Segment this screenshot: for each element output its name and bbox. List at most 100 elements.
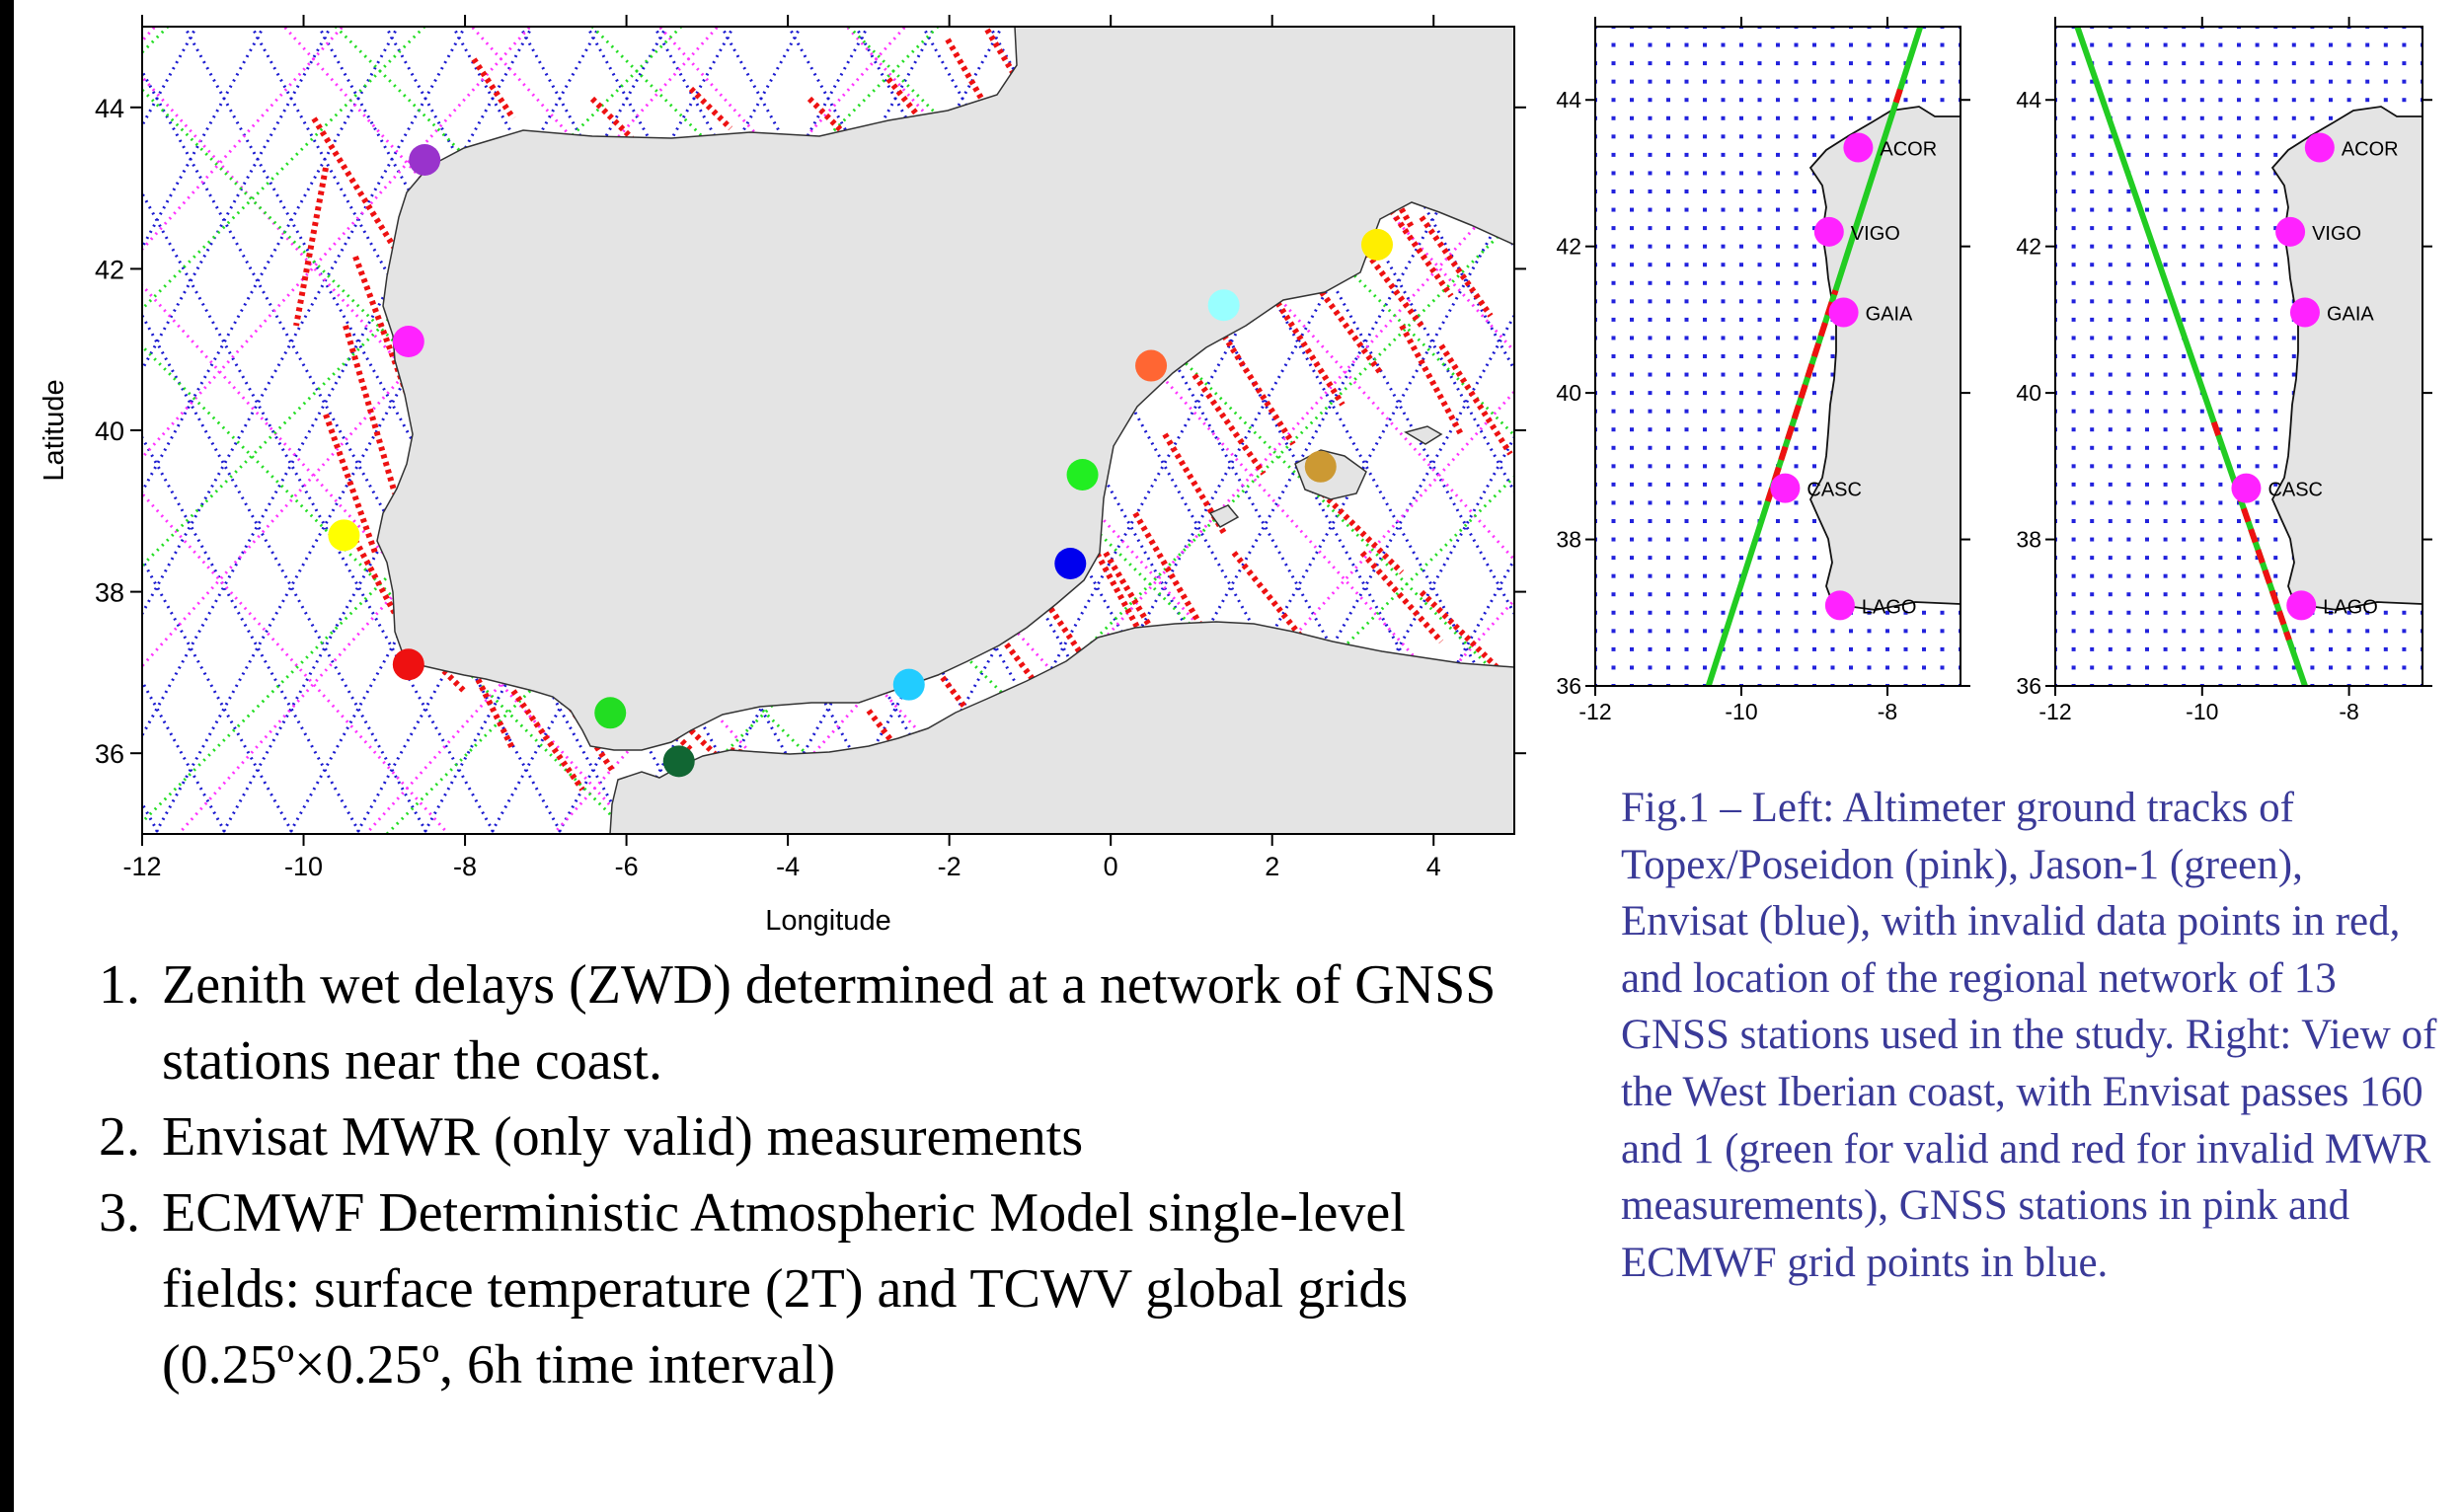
- ecmwf-grid-point: [2182, 189, 2187, 193]
- ecmwf-grid-point: [2273, 610, 2278, 615]
- ecmwf-grid-point: [2126, 42, 2131, 47]
- ecmwf-grid-point: [1776, 79, 1780, 84]
- ecmwf-grid-point: [2145, 115, 2149, 120]
- ecmwf-grid-point: [1648, 152, 1653, 157]
- ecmwf-grid-point: [2126, 592, 2131, 597]
- ecmwf-grid-point: [1757, 207, 1762, 212]
- ecmwf-grid-point: [2237, 445, 2241, 450]
- ecmwf-grid-point: [1757, 629, 1762, 634]
- ecmwf-grid-point: [1648, 629, 1653, 634]
- ecmwf-grid-point: [1703, 42, 1707, 47]
- ecmwf-grid-point: [1812, 629, 1816, 634]
- ecmwf-grid-point: [2090, 573, 2095, 578]
- ecmwf-grid-point: [2346, 629, 2351, 634]
- gnss-station-marker: [1207, 289, 1240, 322]
- ecmwf-grid-point: [1776, 115, 1780, 120]
- inset-y-tick-label: 44: [2016, 87, 2041, 113]
- ecmwf-grid-point: [2199, 629, 2204, 634]
- ecmwf-grid-point: [2255, 299, 2260, 304]
- main-map-x-tick-label: -6: [615, 852, 639, 881]
- ecmwf-grid-point: [1776, 42, 1780, 47]
- ecmwf-grid-point: [2090, 244, 2095, 249]
- ecmwf-grid-point: [1684, 189, 1689, 193]
- ecmwf-grid-point: [1757, 573, 1762, 578]
- ecmwf-grid-point: [2108, 427, 2113, 432]
- ecmwf-grid-point: [2255, 592, 2260, 597]
- ecmwf-grid-point: [1684, 427, 1689, 432]
- ecmwf-grid-point: [2273, 280, 2278, 285]
- ecmwf-grid-point: [1903, 665, 1908, 670]
- ecmwf-grid-point: [1849, 629, 1853, 634]
- ecmwf-grid-point: [1666, 134, 1670, 139]
- main-map-land: [376, 27, 1514, 834]
- ecmwf-grid-point: [2182, 519, 2187, 523]
- ecmwf-grid-point: [2273, 61, 2278, 66]
- ecmwf-grid-point: [2108, 299, 2113, 304]
- ecmwf-grid-point: [2182, 354, 2187, 358]
- ecmwf-grid-point: [2126, 519, 2131, 523]
- ecmwf-grid-point: [1739, 189, 1743, 193]
- ecmwf-grid-point: [2108, 519, 2113, 523]
- ecmwf-grid-point: [1739, 263, 1743, 267]
- ecmwf-grid-point: [2163, 464, 2168, 469]
- ecmwf-grid-point: [1812, 79, 1816, 84]
- ecmwf-grid-point: [1922, 61, 1926, 66]
- ecmwf-grid-point: [2237, 115, 2241, 120]
- ecmwf-grid-point: [2365, 98, 2370, 103]
- ecmwf-grid-point: [2365, 629, 2370, 634]
- ecmwf-grid-point: [2163, 98, 2168, 103]
- ecmwf-grid-point: [1703, 354, 1707, 358]
- ecmwf-grid-point: [1830, 372, 1835, 377]
- ecmwf-grid-point: [2199, 207, 2204, 212]
- ecmwf-grid-point: [1611, 134, 1616, 139]
- ecmwf-grid-point: [1757, 171, 1762, 176]
- ecmwf-grid-point: [2090, 115, 2095, 120]
- ecmwf-grid-point: [1630, 207, 1634, 212]
- ecmwf-grid-point: [2273, 263, 2278, 267]
- ecmwf-grid-point: [1867, 61, 1872, 66]
- ecmwf-grid-point: [2310, 665, 2315, 670]
- ecmwf-grid-point: [1776, 171, 1780, 176]
- ecmwf-grid-point: [2273, 299, 2278, 304]
- ecmwf-grid-point: [1757, 42, 1762, 47]
- ecmwf-grid-point: [2145, 317, 2149, 322]
- ecmwf-grid-point: [2402, 61, 2407, 66]
- ecmwf-grid-point: [1611, 537, 1616, 542]
- ecmwf-grid-point: [1739, 226, 1743, 231]
- invalid-data-segment: [343, 325, 398, 494]
- ecmwf-grid-point: [1648, 391, 1653, 396]
- ecmwf-grid-point: [1666, 592, 1670, 597]
- ecmwf-grid-point: [1739, 152, 1743, 157]
- figure-caption: Fig.1 – Left: Altimeter ground tracks of…: [1621, 785, 2437, 1286]
- ecmwf-grid-point: [2218, 592, 2223, 597]
- ecmwf-grid-point: [2090, 391, 2095, 396]
- ecmwf-grid-point: [2255, 207, 2260, 212]
- ecmwf-grid-point: [2108, 354, 2113, 358]
- ecmwf-grid-point: [2071, 372, 2076, 377]
- ecmwf-grid-point: [1776, 629, 1780, 634]
- ecmwf-grid-point: [2273, 537, 2278, 542]
- ecmwf-grid-point: [2218, 665, 2223, 670]
- ecmwf-grid-point: [2255, 263, 2260, 267]
- ecmwf-grid-point: [1794, 263, 1799, 267]
- ecmwf-grid-point: [2090, 299, 2095, 304]
- ecmwf-grid-point: [1630, 629, 1634, 634]
- ecmwf-grid-point: [2237, 427, 2241, 432]
- invalid-measurement-line: [1764, 289, 1839, 502]
- ecmwf-grid-point: [2071, 336, 2076, 340]
- ecmwf-grid-point: [2273, 317, 2278, 322]
- ecmwf-grid-point: [2071, 427, 2076, 432]
- ecmwf-grid-point: [1903, 629, 1908, 634]
- ecmwf-grid-point: [1812, 665, 1816, 670]
- ecmwf-grid-point: [2145, 42, 2149, 47]
- ecmwf-grid-point: [2071, 61, 2076, 66]
- ecmwf-grid-point: [1666, 646, 1670, 651]
- ecmwf-grid-point: [1648, 263, 1653, 267]
- ecmwf-grid-point: [1630, 354, 1634, 358]
- ecmwf-grid-point: [2108, 464, 2113, 469]
- ecmwf-grid-point: [1903, 98, 1908, 103]
- ecmwf-grid-point: [2237, 299, 2241, 304]
- ecmwf-grid-point: [2237, 280, 2241, 285]
- ecmwf-grid-point: [1830, 629, 1835, 634]
- ecmwf-grid-point: [1611, 336, 1616, 340]
